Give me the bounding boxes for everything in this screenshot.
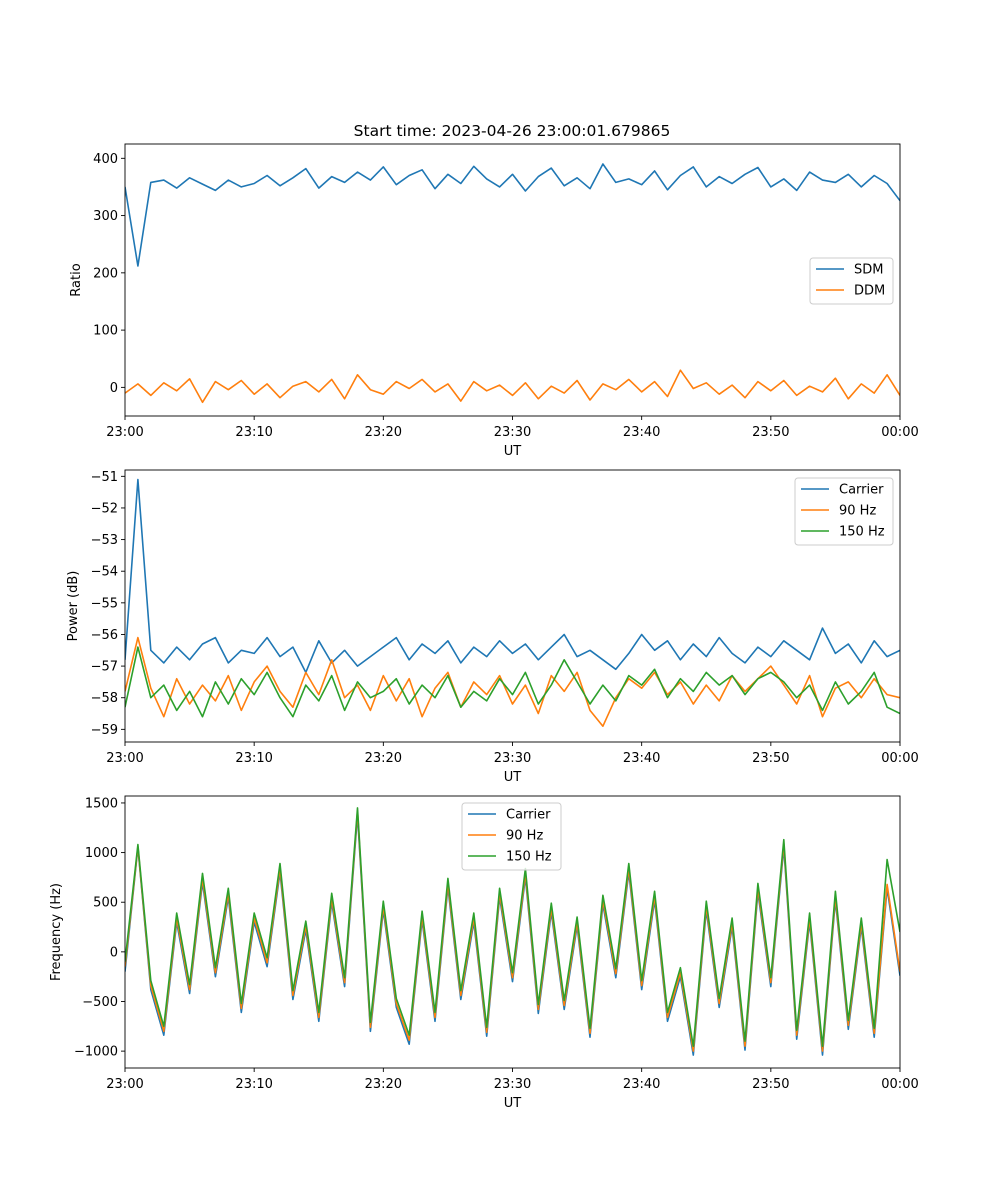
legend-label-150-hz: 150 Hz [839,525,885,540]
y-tick-label: 500 [93,896,118,911]
y-tick-label: −57 [91,660,118,675]
x-tick-label: 23:10 [235,425,272,440]
x-tick-label: 23:50 [752,425,789,440]
x-tick-label: 23:20 [365,425,402,440]
y-tick-label: −55 [91,596,118,611]
ratio-chart: 23:00 23:10 23:20 23:30 23:40 23:50 00:00 0 100 2… [69,143,919,459]
power-chart: 23:00 23:10 23:20 23:30 23:40 23:50 00:00 −59 −5… [66,469,919,785]
legend-box [794,477,894,546]
y-tick-label: 400 [93,152,118,167]
legend-box [461,802,562,871]
x-tick-label: 23:50 [752,751,789,766]
y-axis-label: Power (dB) [66,571,81,642]
y-tick-label: −51 [91,470,118,485]
y-tick-label: −54 [91,565,118,580]
legend-label-150-hz: 150 Hz [506,850,552,865]
x-tick-label: 23:00 [106,425,143,440]
series-group [125,478,900,728]
y-axis-label: Frequency (Hz) [49,883,64,981]
legend-label-carrier: Carrier [506,808,551,823]
x-tick-label: 00:00 [881,1077,918,1092]
series-line-150-hz [125,807,900,1047]
y-tick-label: 300 [93,209,118,224]
x-tick-label: 23:40 [623,425,660,440]
y-tick-label: −59 [91,723,118,738]
x-tick-label: 23:10 [235,1077,272,1092]
series-line-150-hz [125,646,900,718]
y-tick-label: −56 [91,628,118,643]
y-tick-label: 200 [93,266,118,281]
x-tick-label: 23:00 [106,1077,143,1092]
series-line-90-hz [125,636,900,728]
x-tick-label: 23:10 [235,751,272,766]
x-tick-label: 23:30 [494,425,531,440]
y-tick-label: −52 [91,501,118,516]
figure-title: Start time: 2023-04-26 23:00:01.679865 [354,122,671,140]
x-tick-label: 00:00 [881,425,918,440]
x-tick-label: 23:30 [494,1077,531,1092]
x-tick-label: 23:20 [365,751,402,766]
legend-label-90-hz: 90 Hz [839,504,876,519]
legend-label-ddm: DDM [854,284,885,299]
series-group [125,163,900,404]
y-tick-label: 1500 [85,796,118,811]
y-tick-label: −500 [82,995,118,1010]
series-group [125,807,900,1056]
legend-label-90-hz: 90 Hz [506,829,543,844]
series-line-carrier [125,478,900,674]
y-tick-label: 0 [110,381,118,396]
x-tick-label: 23:30 [494,751,531,766]
x-tick-label: 00:00 [881,751,918,766]
series-line-sdm [125,163,900,267]
x-tick-label: 23:00 [106,751,143,766]
legend: SDM DDM [809,257,894,305]
axes-frame [124,143,901,417]
axes-frame [124,469,901,743]
x-axis-label: UT [504,1096,522,1111]
y-tick-label: 1000 [85,846,118,861]
y-tick-label: −1000 [74,1045,118,1060]
series-line-ddm [125,369,900,404]
x-tick-label: 23:40 [623,1077,660,1092]
x-axis-label: UT [504,770,522,785]
frequency-chart: 23:00 23:10 23:20 23:30 23:40 23:50 00:00 −1000… [49,795,919,1111]
x-tick-label: 23:50 [752,1077,789,1092]
legend-label-carrier: Carrier [839,483,884,498]
legend: Carrier 90 Hz 150 Hz [461,802,562,871]
y-axis-label: Ratio [69,263,84,296]
y-tick-label: −58 [91,691,118,706]
legend: Carrier 90 Hz 150 Hz [794,477,894,546]
y-tick-label: −53 [91,533,118,548]
y-tick-label: 100 [93,324,118,339]
y-tick-label: 0 [110,945,118,960]
x-axis-label: UT [504,444,522,459]
x-tick-label: 23:40 [623,751,660,766]
x-tick-label: 23:20 [365,1077,402,1092]
legend-label-sdm: SDM [854,263,883,278]
